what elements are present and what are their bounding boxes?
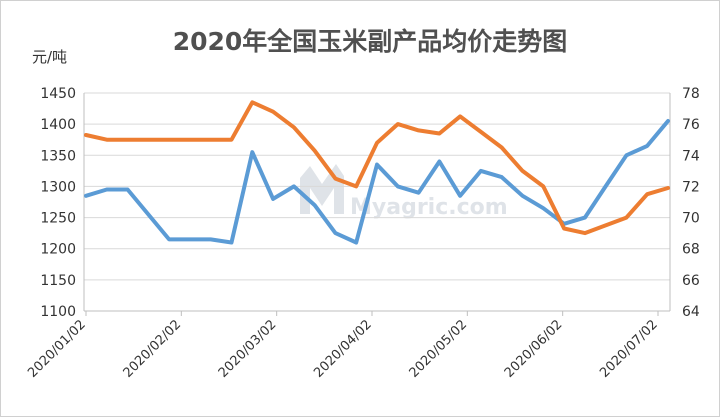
left-y-tick-labels: 1100 1150 1200 1250 1300 1350 1400 1450 (40, 86, 76, 320)
x-tick-label: 2020/06/02 (502, 317, 566, 381)
x-tick-label: 2020/05/02 (407, 317, 471, 381)
x-tick-label: 2020/04/02 (311, 317, 375, 381)
y-unit-label: 元/吨 (32, 48, 67, 66)
right-y-tick-label: 76 (682, 117, 700, 133)
left-y-tick-label: 1300 (40, 179, 76, 195)
x-tick-label: 2020/03/02 (216, 317, 280, 381)
left-y-tick-label: 1150 (40, 273, 76, 289)
left-y-tick-label: 1400 (40, 117, 76, 133)
right-y-tick-label: 70 (682, 211, 700, 227)
right-y-tick-label: 72 (682, 179, 700, 195)
right-y-tick-labels: 64 66 68 70 72 74 76 78 (682, 86, 700, 320)
right-y-tick-label: 74 (682, 148, 700, 164)
watermark-text: Myagric.com (350, 195, 508, 220)
right-y-tick-label: 68 (682, 242, 700, 258)
x-tick-label: 2020/01/02 (25, 317, 89, 381)
left-y-tick-label: 1250 (40, 211, 76, 227)
right-y-tick-label: 64 (682, 304, 700, 320)
watermark-icon (300, 164, 344, 214)
left-y-tick-label: 1450 (40, 86, 76, 102)
left-y-tick-label: 1100 (40, 304, 76, 320)
x-tick-label: 2020/07/02 (597, 317, 661, 381)
right-y-tick-label: 78 (682, 86, 700, 102)
series-lines (84, 100, 670, 245)
x-tick-label: 2020/02/02 (121, 317, 185, 381)
left-y-tick-label: 1350 (40, 148, 76, 164)
chart-title: 2020年全国玉米副产品均价走势图 (173, 27, 568, 56)
series-line-right-axis (84, 100, 670, 236)
series-line-left-axis (84, 119, 670, 245)
left-y-tick-label: 1200 (40, 242, 76, 258)
right-y-tick-label: 66 (682, 273, 700, 289)
x-tick-labels: 2020/01/02 2020/02/02 2020/03/02 2020/04/02… (25, 311, 661, 381)
